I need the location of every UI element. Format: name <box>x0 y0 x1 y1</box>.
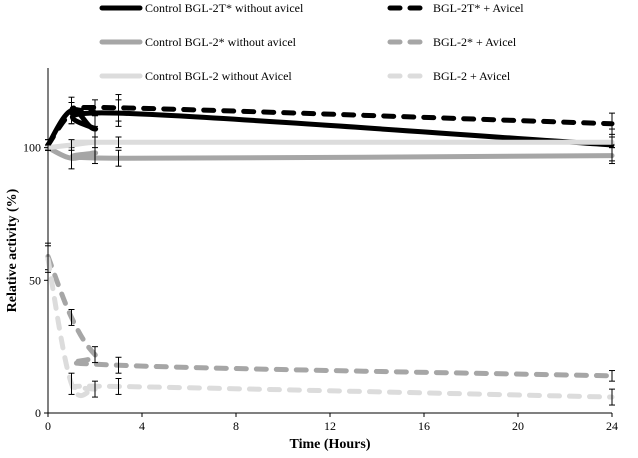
legend-label: BGL-2* + Avicel <box>433 35 517 49</box>
legend-entry: BGL-2 + Avicel <box>387 69 511 83</box>
series-5 <box>45 245 615 406</box>
x-tick-label: 12 <box>324 419 336 433</box>
error-bar <box>609 388 615 406</box>
y-tick-label: 100 <box>23 141 41 155</box>
error-bar <box>609 370 615 382</box>
series-2 <box>45 141 615 170</box>
legend-entry: BGL-2* + Avicel <box>387 35 517 49</box>
series-line <box>45 145 615 161</box>
series-3 <box>45 242 615 382</box>
error-bar <box>92 99 98 127</box>
error-bar <box>609 136 615 149</box>
x-axis-title: Time (Hours) <box>289 437 370 452</box>
legend: Control BGL-2T* without avicel BGL-2T* + … <box>99 1 524 83</box>
x-tick-label: 24 <box>606 419 618 433</box>
legend-label: BGL-2 + Avicel <box>433 69 511 83</box>
x-tick-label: 0 <box>45 419 51 433</box>
error-bar <box>115 149 122 167</box>
legend-entry: Control BGL-2T* without avicel <box>99 1 304 15</box>
x-tick-label: 4 <box>139 419 145 433</box>
error-bar <box>68 139 75 151</box>
x-tick-label: 16 <box>418 419 430 433</box>
legend-label: Control BGL-2T* without avicel <box>145 1 304 15</box>
error-bar <box>115 94 122 122</box>
series-line <box>45 253 615 379</box>
legend-label: Control BGL-2 without Avicel <box>145 69 292 83</box>
y-tick-label: 50 <box>29 273 41 287</box>
error-bar <box>115 378 122 395</box>
series-layer <box>45 94 615 406</box>
series-4 <box>45 136 615 151</box>
error-bar <box>68 309 75 326</box>
error-bar <box>68 372 75 395</box>
series-line <box>45 139 615 151</box>
error-bar <box>115 356 122 374</box>
legend-entry: BGL-2T* + Avicel <box>387 1 524 15</box>
legend-label: BGL-2T* + Avicel <box>433 1 524 15</box>
error-bar <box>92 136 98 149</box>
legend-label: Control BGL-2* without avicel <box>145 35 297 49</box>
error-bar <box>609 112 615 135</box>
y-tick-label: 0 <box>35 406 41 420</box>
series-line <box>45 256 615 400</box>
error-bar <box>68 102 75 125</box>
x-tick-label: 20 <box>512 419 524 433</box>
error-bar <box>115 136 122 149</box>
legend-entry: Control BGL-2 without Avicel <box>99 69 292 83</box>
error-bar <box>92 346 98 364</box>
ticks: 0 4 8 12 16 20 24 0 50 100 <box>23 141 618 433</box>
y-axis-title: Relative activity (%) <box>5 188 20 312</box>
legend-entry: Control BGL-2* without avicel <box>99 35 297 49</box>
x-tick-label: 8 <box>233 419 239 433</box>
error-bar <box>92 380 98 398</box>
